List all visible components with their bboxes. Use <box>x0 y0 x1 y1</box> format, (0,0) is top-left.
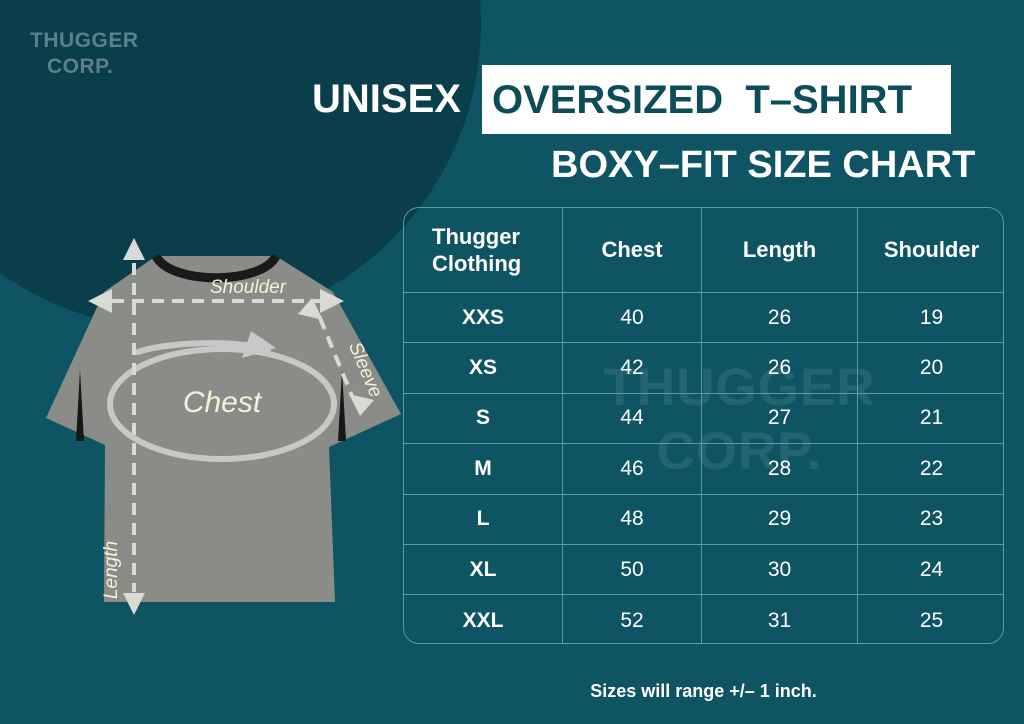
svg-text:Shoulder: Shoulder <box>210 277 287 298</box>
svg-text:Length: Length <box>101 541 122 599</box>
svg-text:Chest: Chest <box>183 386 263 419</box>
